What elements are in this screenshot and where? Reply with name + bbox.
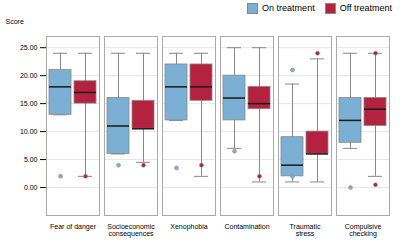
svg-text:20.00: 20.00 xyxy=(20,72,38,79)
svg-text:10.00: 10.00 xyxy=(20,128,38,135)
svg-text:0.00: 0.00 xyxy=(24,184,38,191)
svg-text:Fear of danger: Fear of danger xyxy=(50,223,97,231)
svg-text:Score: Score xyxy=(6,18,24,25)
svg-text:15.00: 15.00 xyxy=(20,100,38,107)
html-text:Off treatment: Off treatment xyxy=(339,3,392,13)
svg-text:Xenophobia: Xenophobia xyxy=(170,223,207,231)
svg-text:Traumaticstress: Traumaticstress xyxy=(290,223,321,237)
svg-text:Socioeconomicconsequences: Socioeconomicconsequences xyxy=(107,223,155,238)
html-text:On treatment: On treatment xyxy=(262,3,315,13)
svg-text:Compulsivechecking: Compulsivechecking xyxy=(345,223,382,238)
svg-text:Contamination: Contamination xyxy=(224,223,269,230)
svg-text:5.00: 5.00 xyxy=(24,156,38,163)
svg-text:25.00: 25.00 xyxy=(20,44,38,51)
